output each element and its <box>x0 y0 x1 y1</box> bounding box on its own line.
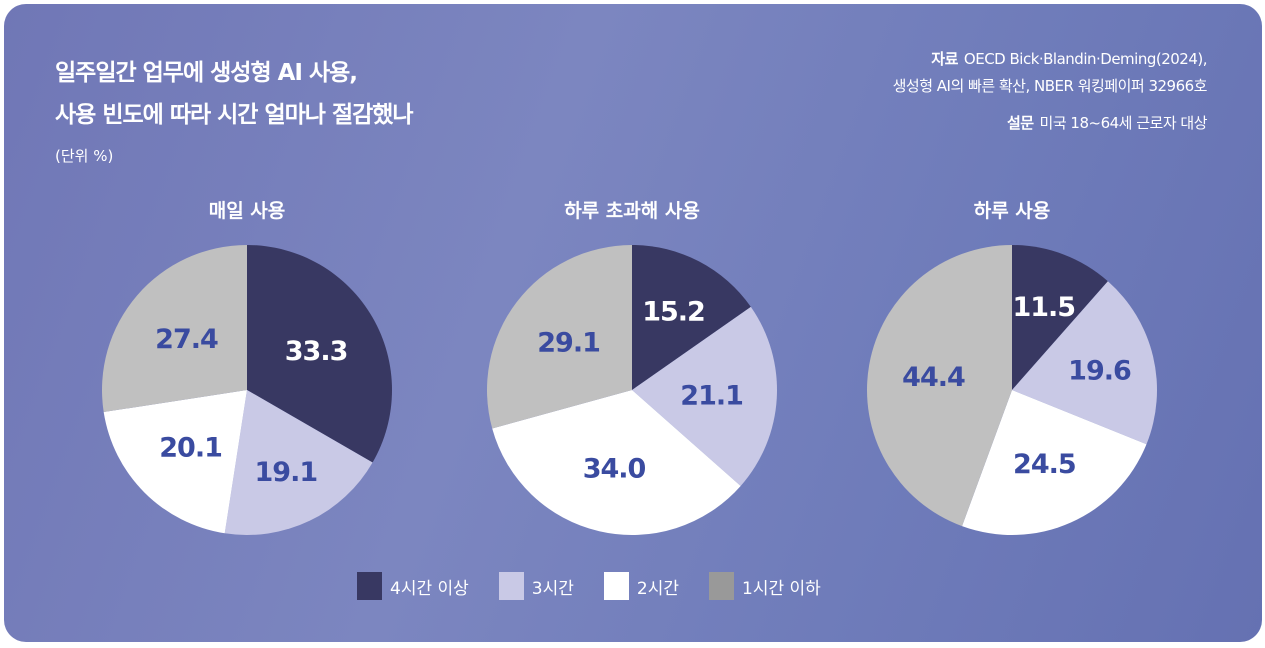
pie-slice <box>103 390 247 534</box>
source-line-1: OECD Bick·Blandin·Deming(2024), <box>963 50 1208 68</box>
data-label: 20.1 <box>159 432 222 463</box>
source-line-2: 생성형 AI의 빠른 확산, NBER 워킹페이퍼 32966호 <box>892 77 1208 95</box>
data-label: 34.0 <box>583 454 646 485</box>
data-label: 19.1 <box>255 457 318 488</box>
survey-label: 설문 <box>1006 114 1034 132</box>
data-label: 15.2 <box>642 296 705 327</box>
legend-label: 2시간 <box>636 578 679 599</box>
legend-item-1h: 1시간 이하 <box>709 572 821 600</box>
legend-item-4h: 4시간 이상 <box>357 572 469 600</box>
chart-title: 일주일간 업무에 생성형 AI 사용, 사용 빈도에 따라 시간 얼마나 절감했… <box>55 52 414 136</box>
pie-slice <box>1012 245 1108 390</box>
pie-slice <box>962 390 1147 535</box>
pie-slice <box>487 245 632 429</box>
unit-label: (단위 %) <box>55 147 114 165</box>
legend-swatch <box>498 572 524 600</box>
pie-slice <box>632 306 777 487</box>
data-label: 24.5 <box>1013 449 1076 480</box>
data-label: 11.5 <box>1012 292 1075 323</box>
data-label: 29.1 <box>537 328 600 359</box>
pie-title: 하루 초과해 사용 <box>564 200 700 222</box>
pie-title: 매일 사용 <box>209 200 286 222</box>
legend-swatch <box>709 572 734 600</box>
pie-title: 하루 사용 <box>974 200 1051 222</box>
pie-slice <box>247 245 392 463</box>
legend: 4시간 이상 3시간 2시간 1시간 이하 <box>357 572 821 600</box>
data-label: 19.6 <box>1068 355 1131 386</box>
pie-slice <box>224 390 373 535</box>
data-label: 21.1 <box>680 381 743 412</box>
source-note: 자료 OECD Bick·Blandin·Deming(2024), 생성형 AI… <box>892 46 1208 137</box>
data-label: 44.4 <box>902 362 965 393</box>
legend-item-3h: 3시간 <box>498 572 574 600</box>
pie-slice <box>632 245 751 390</box>
legend-label: 4시간 이상 <box>390 578 469 599</box>
survey-text: 미국 18~64세 근로자 대상 <box>1039 114 1208 132</box>
data-label: 27.4 <box>155 324 218 355</box>
title-line-1: 일주일간 업무에 생성형 AI 사용, <box>55 60 358 86</box>
legend-item-2h: 2시간 <box>603 572 679 600</box>
pie-slice <box>1012 281 1157 445</box>
pie-slice <box>492 390 741 535</box>
legend-swatch <box>357 572 382 600</box>
legend-swatch <box>603 572 629 600</box>
source-label: 자료 <box>931 50 958 68</box>
legend-label: 1시간 이하 <box>742 578 821 599</box>
data-label: 33.3 <box>285 336 348 367</box>
pie-slice <box>102 245 247 413</box>
pie-slice <box>867 245 1012 527</box>
legend-label: 3시간 <box>531 578 574 599</box>
title-line-2: 사용 빈도에 따라 시간 얼마나 절감했나 <box>55 102 414 128</box>
